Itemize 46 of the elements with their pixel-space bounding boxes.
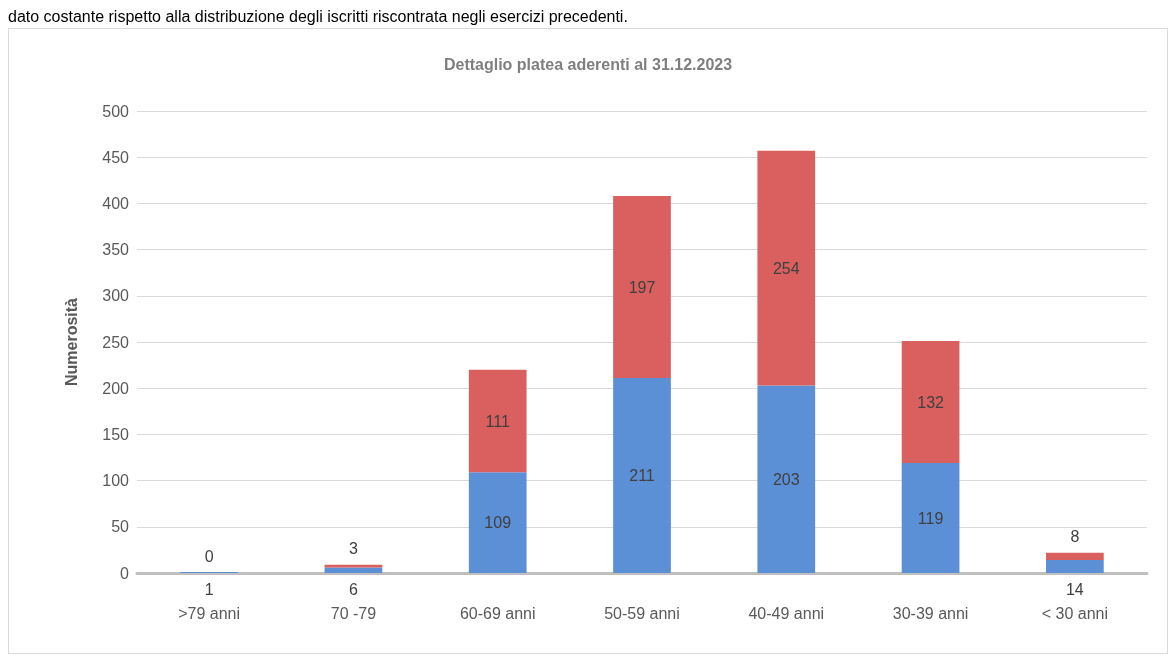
- y-tick-label: 450: [102, 148, 130, 166]
- y-tick-label: 0: [120, 564, 130, 582]
- x-tick-label: >79 anni: [178, 604, 241, 622]
- bar: [468, 369, 527, 473]
- bar: [468, 472, 527, 573]
- bar: [757, 385, 816, 573]
- bar: [613, 196, 671, 379]
- x-tick-label: 30-39 anni: [892, 604, 969, 622]
- data-label: 14: [1065, 580, 1084, 598]
- bar: [613, 378, 671, 573]
- bar: [901, 463, 960, 573]
- data-label: 8: [1070, 528, 1080, 546]
- data-label: 197: [628, 278, 656, 296]
- y-tick-label: 400: [102, 194, 130, 212]
- y-tick-label: 350: [102, 241, 130, 259]
- bar: [324, 567, 383, 573]
- data-label: 211: [629, 467, 655, 485]
- y-tick-label: 300: [102, 287, 130, 305]
- x-tick-label: 70 -79: [330, 604, 377, 622]
- y-axis-title: Numerosità: [62, 297, 80, 387]
- data-label: 109: [484, 514, 512, 532]
- bar: [1046, 552, 1104, 561]
- bar: [901, 341, 960, 464]
- y-tick-label: 100: [102, 472, 130, 490]
- data-label: 203: [772, 470, 800, 488]
- data-label: 0: [204, 547, 214, 565]
- data-label: 6: [348, 580, 358, 598]
- data-label: 132: [917, 393, 945, 411]
- x-tick-label: < 30 anni: [1041, 604, 1108, 622]
- data-label: 3: [348, 540, 358, 558]
- y-tick-label: 250: [102, 333, 130, 351]
- data-label: 254: [772, 259, 800, 277]
- data-label: 119: [917, 509, 944, 527]
- bar: [1046, 560, 1104, 573]
- y-tick-label: 50: [111, 518, 130, 536]
- y-tick-label: 200: [102, 379, 130, 397]
- chart-title: Dettaglio platea aderenti al 31.12.2023: [443, 55, 733, 73]
- y-tick-label: 500: [102, 102, 130, 120]
- y-tick-label: 150: [102, 425, 130, 443]
- bar: [757, 150, 816, 386]
- x-tick-label: 60-69 anni: [459, 604, 536, 622]
- x-tick-label: 40-49 anni: [748, 604, 825, 622]
- text: dato costante rispetto alla distribuzione degli iscritti riscontrata negli esercizi precedenti.: [8, 8, 629, 27]
- data-label: 111: [485, 412, 510, 430]
- data-label: 1: [204, 580, 214, 598]
- x-tick-label: 50-59 anni: [604, 604, 680, 622]
